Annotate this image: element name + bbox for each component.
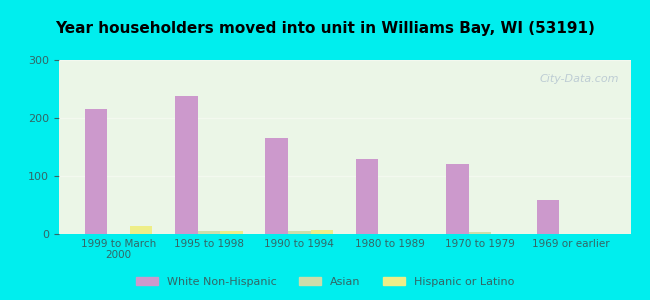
Bar: [288, 231, 311, 234]
Bar: [311, 230, 333, 234]
Legend: White Non-Hispanic, Asian, Hispanic or Latino: White Non-Hispanic, Asian, Hispanic or L…: [131, 273, 519, 291]
Bar: [130, 226, 152, 234]
Bar: [356, 159, 378, 234]
Text: City-Data.com: City-Data.com: [540, 74, 619, 84]
Bar: [469, 232, 491, 234]
Bar: [58, 60, 630, 234]
Bar: [84, 109, 107, 234]
Bar: [175, 96, 198, 234]
Bar: [198, 231, 220, 234]
Bar: [447, 164, 469, 234]
Bar: [265, 138, 288, 234]
Bar: [220, 231, 242, 234]
Bar: [537, 200, 559, 234]
Text: Year householders moved into unit in Williams Bay, WI (53191): Year householders moved into unit in Wil…: [55, 21, 595, 36]
